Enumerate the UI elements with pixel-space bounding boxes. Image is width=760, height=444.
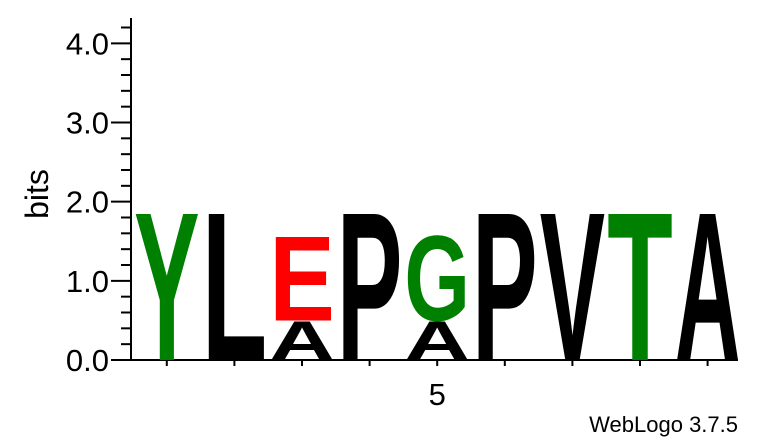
logo-letter-a-pos9: A	[675, 168, 741, 406]
y-axis-label: bits	[19, 169, 55, 219]
y-tick-label: 2.0	[66, 185, 109, 220]
y-tick-label: 1.0	[66, 264, 109, 299]
logo-letter-y-pos1: Y	[134, 169, 200, 406]
logo-letters: Y L AE P AG P V T A	[134, 168, 740, 407]
y-tick-label: 0.0	[66, 343, 109, 378]
y-tick-label: 3.0	[66, 106, 109, 141]
logo-letter-p-pos4: P	[337, 169, 403, 406]
logo-letter-t-pos8: T	[607, 168, 673, 405]
y-axis: 0.0 1.0 2.0 3.0 4.0	[66, 18, 132, 378]
logo-letter-g-pos5: G	[404, 211, 470, 347]
logo-letter-p-pos6: P	[472, 169, 538, 406]
logo-letter-l-pos2: L	[202, 168, 268, 405]
x-axis: 5	[131, 359, 738, 412]
x-tick-label: 5	[429, 377, 446, 412]
y-tick-label: 4.0	[66, 26, 109, 61]
logo-letter-a-pos3: A	[269, 310, 335, 372]
logo-letter-v-pos7: V	[540, 169, 605, 407]
logo-letter-a-pos5: A	[404, 310, 470, 372]
weblogo-credit: WebLogo 3.7.5	[589, 412, 738, 437]
logo-letter-e-pos3: E	[269, 212, 335, 347]
